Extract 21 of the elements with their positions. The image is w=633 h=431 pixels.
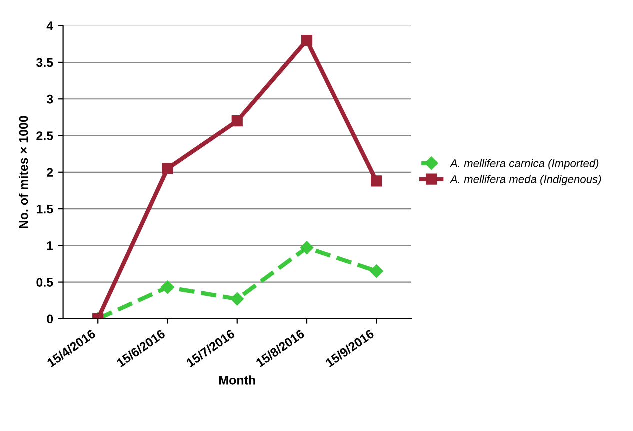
legend-label: A. mellifera carnica (Imported) [450,159,599,170]
y-tick-label: 2 [47,168,54,177]
y-tick-label: 3.5 [36,58,54,68]
point [371,176,382,187]
point [162,163,174,174]
y-tick-label: 0 [47,314,54,324]
x-axis-title: Month [219,376,256,385]
y-tick-label: 4 [46,22,54,30]
point [300,241,314,254]
y-tick-label: 1.5 [36,204,54,214]
point [232,116,243,127]
point [161,280,174,294]
point [301,34,313,46]
y-tick-label: 3 [46,94,54,104]
y-axis-title: No. of mites × 1000 [18,116,28,228]
legend-label: A. mellifera meda (Indigenous) [450,175,602,186]
y-tick-label: 0.5 [36,278,54,287]
point [370,264,384,278]
point [230,292,244,306]
y-tick-label: 2.5 [36,132,54,140]
y-tick-label: 1 [47,242,54,250]
